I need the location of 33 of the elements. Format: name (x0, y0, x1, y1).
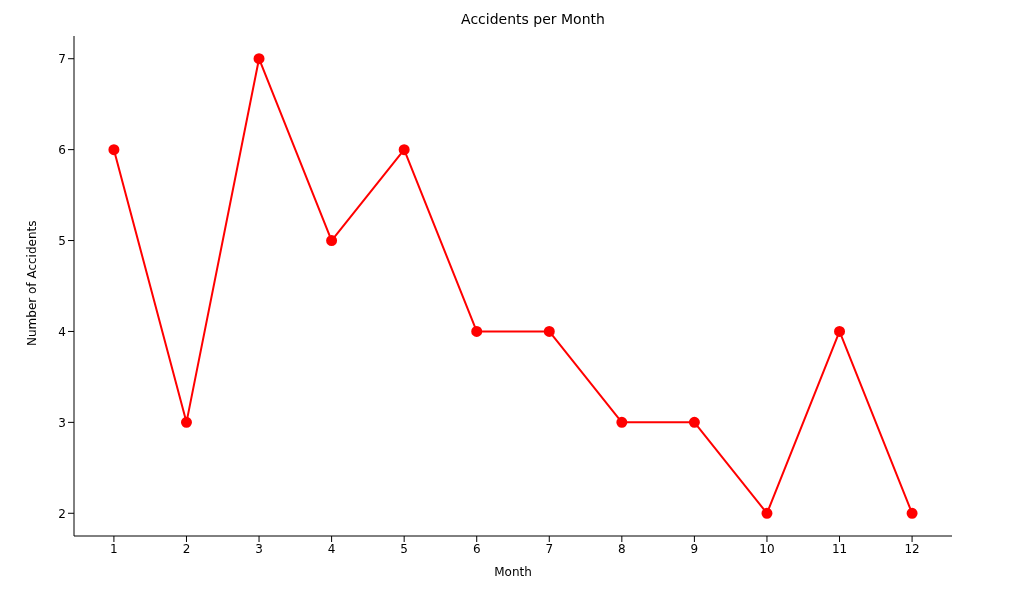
y-tick-label: 3 (58, 415, 66, 430)
x-tick-label: 5 (400, 541, 408, 556)
x-tick-label: 9 (690, 541, 699, 556)
point (471, 325, 483, 337)
point (398, 144, 410, 156)
y-tick-label: 2 (58, 506, 66, 521)
point (326, 235, 338, 247)
x-tick-label: 8 (618, 541, 626, 556)
x-tick-label: 3 (255, 541, 263, 556)
y-tick-label: 6 (58, 142, 66, 157)
point (688, 416, 700, 428)
x-tick-label: 6 (472, 541, 481, 556)
point (253, 53, 265, 65)
y-tick-label: 4 (58, 324, 66, 339)
point (543, 325, 555, 337)
point (906, 507, 918, 519)
chart-title: Accidents per Month (460, 10, 606, 29)
x-tick-label: 7 (545, 541, 554, 556)
point (108, 144, 120, 156)
x-tick-label: 10 (759, 541, 775, 556)
point (761, 507, 773, 519)
point (834, 325, 846, 337)
y-tick-label: 5 (58, 233, 66, 248)
x-tick-label: 2 (182, 541, 191, 556)
x-tick-label: 11 (831, 541, 848, 556)
x-tick-label: 1 (110, 541, 118, 556)
y-axis-title: Number of Accidents (25, 220, 40, 346)
x-axis-title: Month (494, 565, 532, 579)
x-tick-label: 4 (327, 541, 336, 556)
y-tick-label: 7 (58, 51, 66, 66)
x-tick-label: 12 (904, 541, 920, 556)
point (180, 416, 192, 428)
point (616, 416, 628, 428)
